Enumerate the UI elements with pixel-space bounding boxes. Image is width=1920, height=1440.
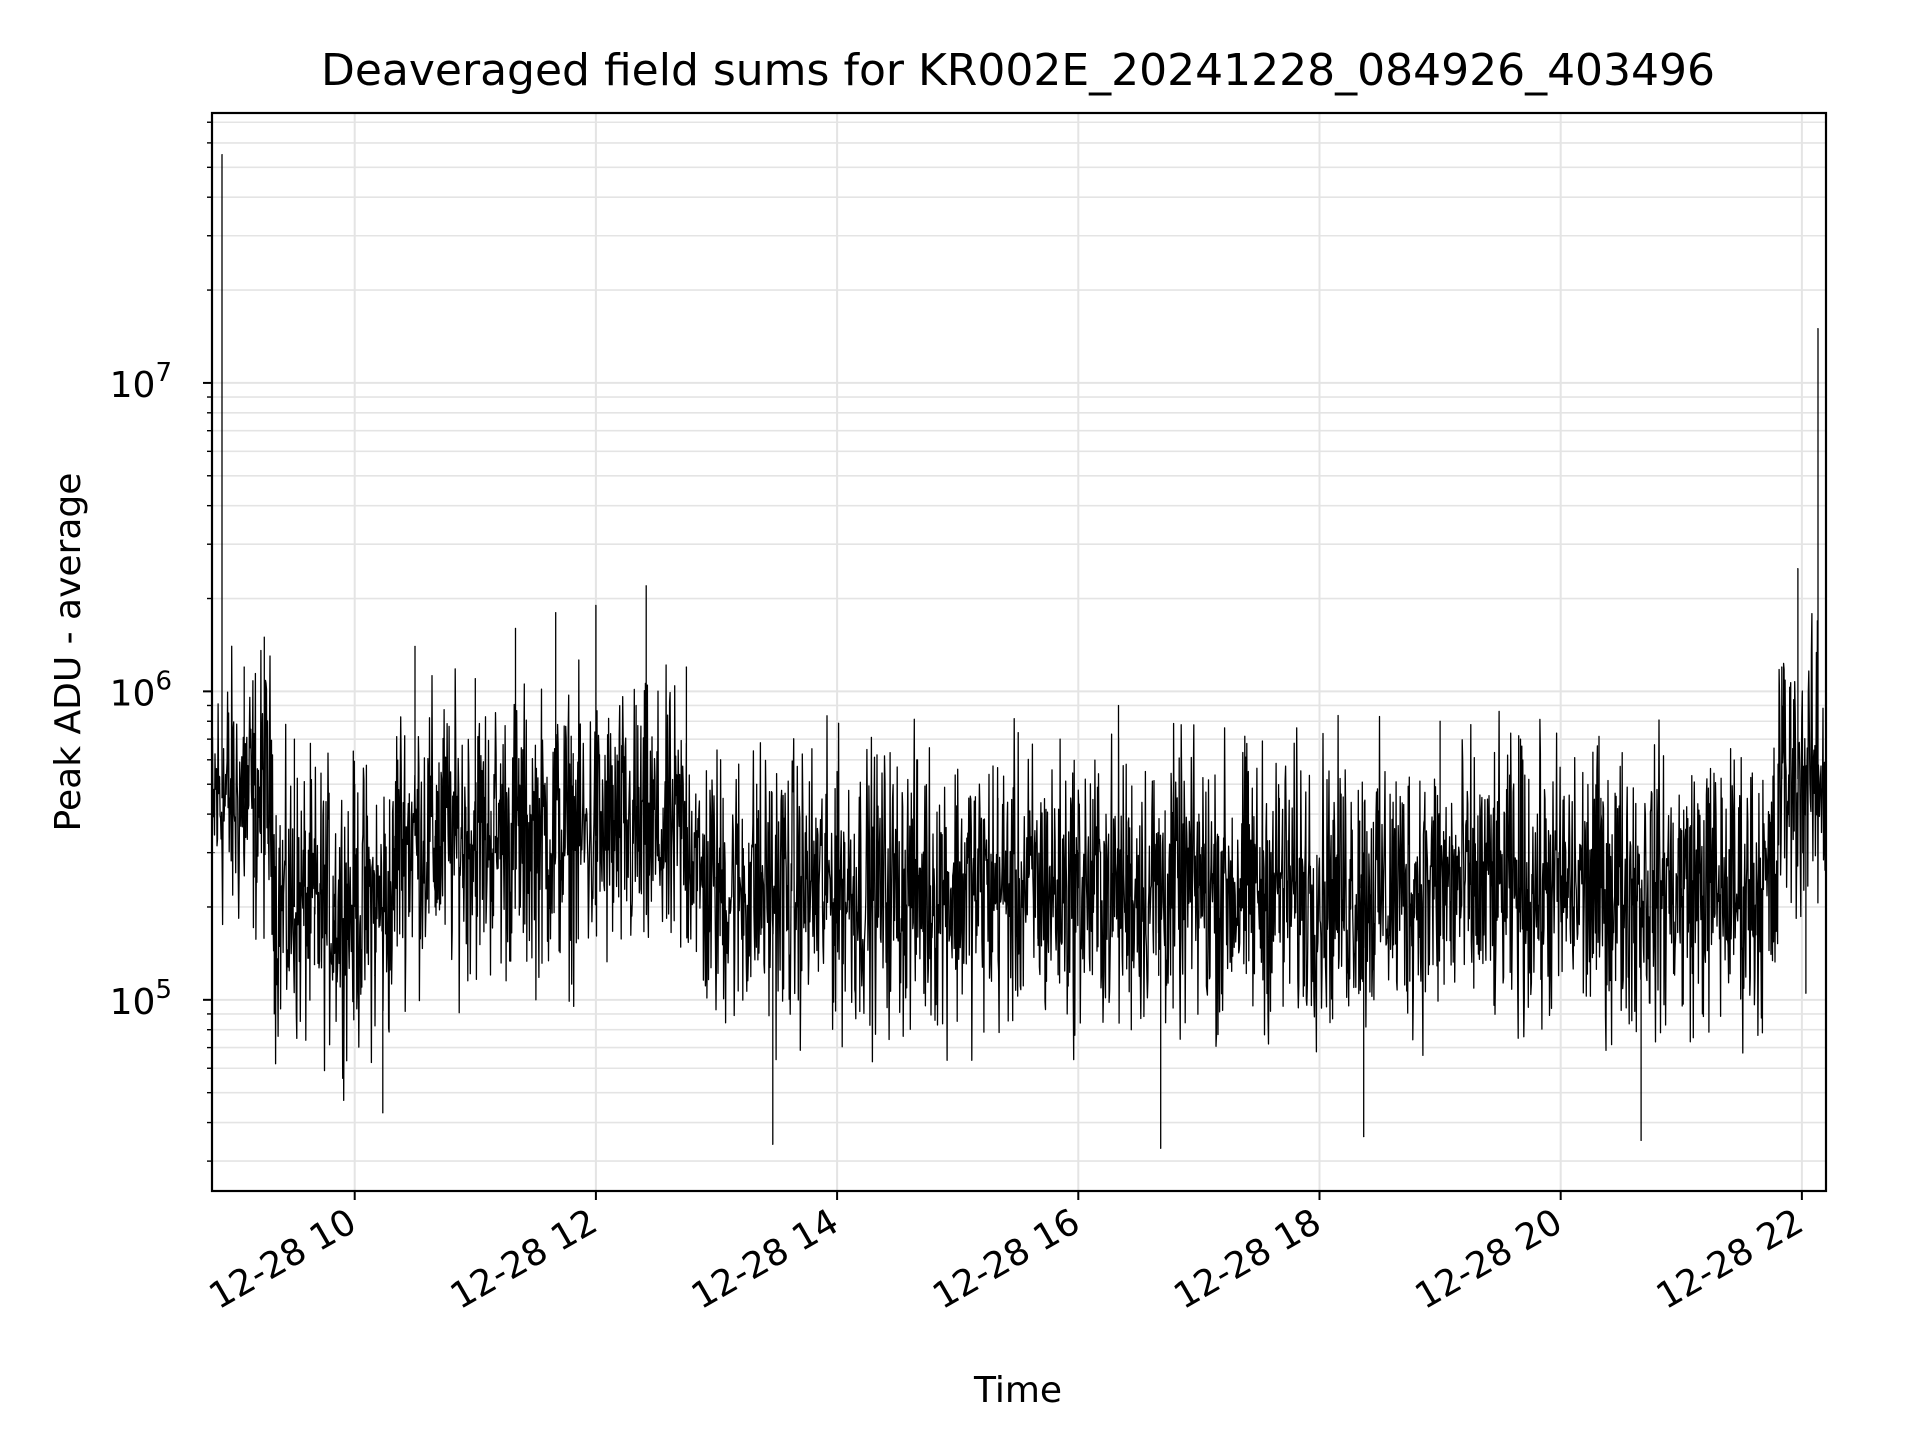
data-point [1761, 920, 1763, 922]
data-point [394, 852, 396, 854]
data-point [685, 666, 687, 668]
y-tick-label: 106 [110, 666, 172, 714]
data-point [645, 585, 647, 587]
data-point [474, 678, 476, 680]
data-point [273, 1013, 275, 1015]
data-point [756, 783, 758, 785]
y-axis-label: Peak ADU - average [48, 473, 89, 832]
data-point [1363, 1136, 1365, 1138]
data-point [1560, 876, 1562, 878]
y-tick-label: 105 [110, 975, 172, 1023]
data-point [293, 738, 296, 740]
data-point [997, 797, 999, 799]
data-point [836, 770, 838, 773]
data-point [1640, 1139, 1642, 1142]
data-point [1680, 906, 1682, 908]
data-point [1479, 906, 1481, 908]
data-point [229, 813, 231, 815]
data-point [494, 852, 497, 854]
data-point [615, 831, 617, 833]
data-point [434, 906, 436, 908]
data-point [1817, 328, 1819, 330]
data-point [414, 645, 416, 647]
data-point [263, 636, 265, 638]
data-point [957, 893, 959, 895]
data-point [243, 666, 245, 668]
data-point [665, 852, 667, 854]
data-point [514, 627, 517, 630]
data-point [382, 1112, 384, 1114]
data-point [1117, 704, 1120, 707]
data-point [1158, 974, 1160, 977]
axes [210, 111, 1828, 1193]
data-point [1439, 720, 1441, 722]
data-point [1077, 852, 1079, 854]
data-point [575, 813, 577, 815]
data-point [715, 876, 718, 878]
data-point [1238, 906, 1240, 908]
plot-frame [210, 111, 1828, 1193]
data-point [313, 964, 316, 966]
data-point [535, 906, 537, 908]
data-point [1823, 813, 1825, 815]
series-line [211, 153, 1827, 1149]
data-point [374, 974, 376, 977]
data-point [595, 604, 597, 606]
data-point [1720, 813, 1723, 815]
y-tick-label: 107 [110, 358, 172, 406]
series-line-path [211, 154, 1827, 1149]
data-point [876, 920, 878, 922]
data-point [221, 153, 223, 156]
data-point [796, 906, 798, 908]
data-point [1198, 813, 1200, 815]
data-point [555, 612, 557, 614]
data-point [916, 759, 919, 761]
data-point [253, 876, 255, 878]
data-point [334, 893, 336, 895]
data-point [1781, 666, 1783, 668]
data-point [1600, 797, 1602, 799]
data-point [1318, 893, 1321, 895]
data-point [1278, 797, 1280, 799]
data-point [1037, 944, 1039, 947]
data-point [1519, 738, 1522, 740]
data-point [1813, 759, 1815, 761]
data-point [1805, 992, 1807, 994]
data-point [354, 783, 356, 785]
chart-title: Deaveraged field sums for KR002E_2024122… [321, 45, 1715, 96]
data-point [772, 1143, 774, 1145]
x-axis-label: Time [973, 1370, 1062, 1411]
data-point [1160, 1147, 1162, 1149]
data-point [1399, 852, 1401, 854]
data-point [635, 704, 637, 707]
data-point [1797, 568, 1799, 570]
data-point [213, 852, 215, 854]
data-point [454, 759, 456, 761]
data-point [1359, 820, 1361, 822]
